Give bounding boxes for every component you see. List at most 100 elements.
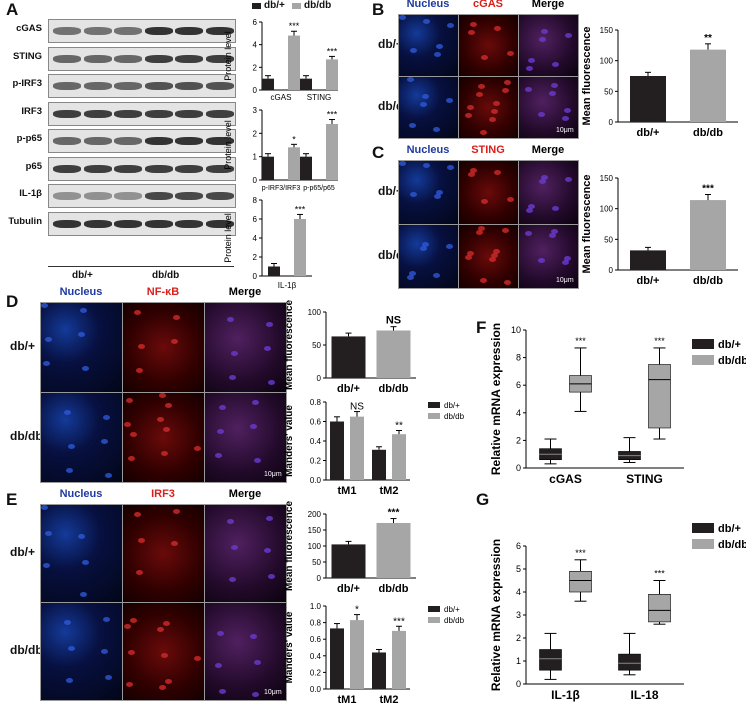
legend-swatch <box>428 402 440 408</box>
x-category-label: STING <box>307 93 331 102</box>
micrograph-merge <box>204 602 287 701</box>
panel-label-d: D <box>6 292 19 311</box>
cell-nucleus-spot <box>66 678 73 683</box>
cell-nucleus-spot <box>227 519 234 524</box>
blot-band <box>205 192 234 200</box>
cell-nucleus-spot <box>217 429 224 434</box>
y-tick-label: 0.4 <box>310 437 322 446</box>
bar <box>372 449 386 480</box>
image-column-label: Merge <box>531 0 565 10</box>
cell-nucleus-spot <box>159 393 166 398</box>
cell-nucleus-spot <box>528 204 535 209</box>
y-tick-label: 2 <box>253 129 258 138</box>
blot-band <box>144 164 173 173</box>
cell-nucleus-spot <box>43 361 50 366</box>
blot-band <box>53 137 81 145</box>
cell-nucleus-spot <box>434 194 441 199</box>
cell-nucleus-spot <box>138 344 145 349</box>
y-tick-label: 0 <box>253 272 258 281</box>
cell-nucleus-spot <box>467 105 474 110</box>
blot-band <box>205 54 234 63</box>
cell-nucleus-spot <box>266 322 273 327</box>
cell-nucleus-spot <box>80 592 87 597</box>
cell-nucleus-spot <box>502 228 509 233</box>
cell-nucleus-spot <box>407 275 414 280</box>
blot-band <box>144 219 173 228</box>
y-axis-label: Protein level <box>223 213 233 263</box>
cell-nucleus-spot <box>470 22 477 27</box>
cell-nucleus-spot <box>480 278 487 283</box>
micrograph-merge <box>518 76 579 139</box>
legend-label-dbplus: db/+ <box>264 0 285 11</box>
x-category-label: tM1 <box>338 694 357 705</box>
cell-nucleus-spot <box>525 87 532 92</box>
y-tick-label: 6 <box>253 215 258 224</box>
legend-swatch <box>692 539 714 549</box>
y-tick-label: 2 <box>253 253 258 262</box>
blot-row-label: Tubulin <box>8 215 42 227</box>
cell-nucleus-spot <box>101 439 108 444</box>
cell-nucleus-spot <box>64 620 71 625</box>
image-row-label: db/+ <box>10 339 36 353</box>
y-tick-label: 4 <box>253 234 258 243</box>
image-column-label: Nucleus <box>59 488 103 500</box>
y-tick-label: 100 <box>600 57 614 66</box>
y-tick-label: 0 <box>253 176 258 185</box>
blot-band <box>114 219 142 228</box>
group-line-dbp <box>48 266 128 267</box>
cell-nucleus-spot <box>447 165 454 170</box>
cell-nucleus-spot <box>539 179 546 184</box>
cell-nucleus-spot <box>493 101 500 106</box>
x-category-label: db/db <box>379 383 409 395</box>
y-tick-label: 100 <box>308 542 322 551</box>
y-tick-label: 0.8 <box>310 619 322 628</box>
x-category-label: cGAS <box>549 472 582 486</box>
legend-swatch-dbplus <box>252 3 261 9</box>
y-axis-label: Mean fluorescence <box>581 26 593 125</box>
y-tick-label: 4 <box>516 408 521 418</box>
cell-nucleus-spot <box>227 317 234 322</box>
x-category-label: tM1 <box>338 485 357 496</box>
blot-strip <box>48 101 236 126</box>
cell-nucleus-spot <box>215 663 222 668</box>
blot-strip <box>48 74 236 98</box>
significance-marker: *** <box>289 21 300 31</box>
blot-band <box>114 27 142 35</box>
cell-nucleus-spot <box>45 531 52 536</box>
cell-nucleus-spot <box>491 109 498 114</box>
cell-nucleus-spot <box>252 692 259 697</box>
cell-nucleus-spot <box>549 91 556 96</box>
x-category-label: tM2 <box>380 694 399 705</box>
cell-nucleus-spot <box>489 257 496 262</box>
cell-nucleus-spot <box>159 685 166 690</box>
y-tick-label: 2 <box>253 63 258 72</box>
y-tick-label: 1 <box>253 153 258 162</box>
cell-nucleus-spot <box>138 538 145 543</box>
panel-label-a: A <box>6 0 19 19</box>
cell-nucleus-spot <box>481 55 488 60</box>
legend-swatch <box>428 413 440 419</box>
cell-nucleus-spot <box>268 380 275 385</box>
micrograph-red <box>122 504 205 603</box>
y-tick-label: 50 <box>312 558 321 567</box>
chart-a-protein-cgas-sting: Protein level 0 2 4 6 cGAS *** STING *** <box>223 18 338 102</box>
cell-nucleus-spot <box>219 405 226 410</box>
blot-band <box>83 137 112 145</box>
legend-label: db/db <box>444 616 465 625</box>
cell-nucleus-spot <box>161 451 168 456</box>
blot-band <box>175 164 203 173</box>
image-column-label: Nucleus <box>59 286 103 298</box>
scale-bar-label: 10μm <box>264 689 282 696</box>
panel-label-b: B <box>372 0 385 19</box>
cell-nucleus-spot <box>478 84 485 89</box>
cell-nucleus-spot <box>525 231 532 236</box>
legend-label-dbdb: db/db <box>304 0 332 11</box>
blot-row-label: p-p65 <box>16 133 42 144</box>
cell-nucleus-spot <box>254 660 261 665</box>
cell-nucleus-spot <box>528 58 535 63</box>
cell-nucleus-spot <box>215 453 222 458</box>
legend-swatch <box>692 523 714 533</box>
chart-c-sting-fluorescence: Mean fluorescence 0 50 100 150 db/+ db/db *** <box>581 174 738 287</box>
image-column-label: Merge <box>228 286 262 298</box>
chart-b-cgas-fluorescence: Mean fluorescence 0 50 100 150 db/+ db/db ** <box>581 26 738 139</box>
